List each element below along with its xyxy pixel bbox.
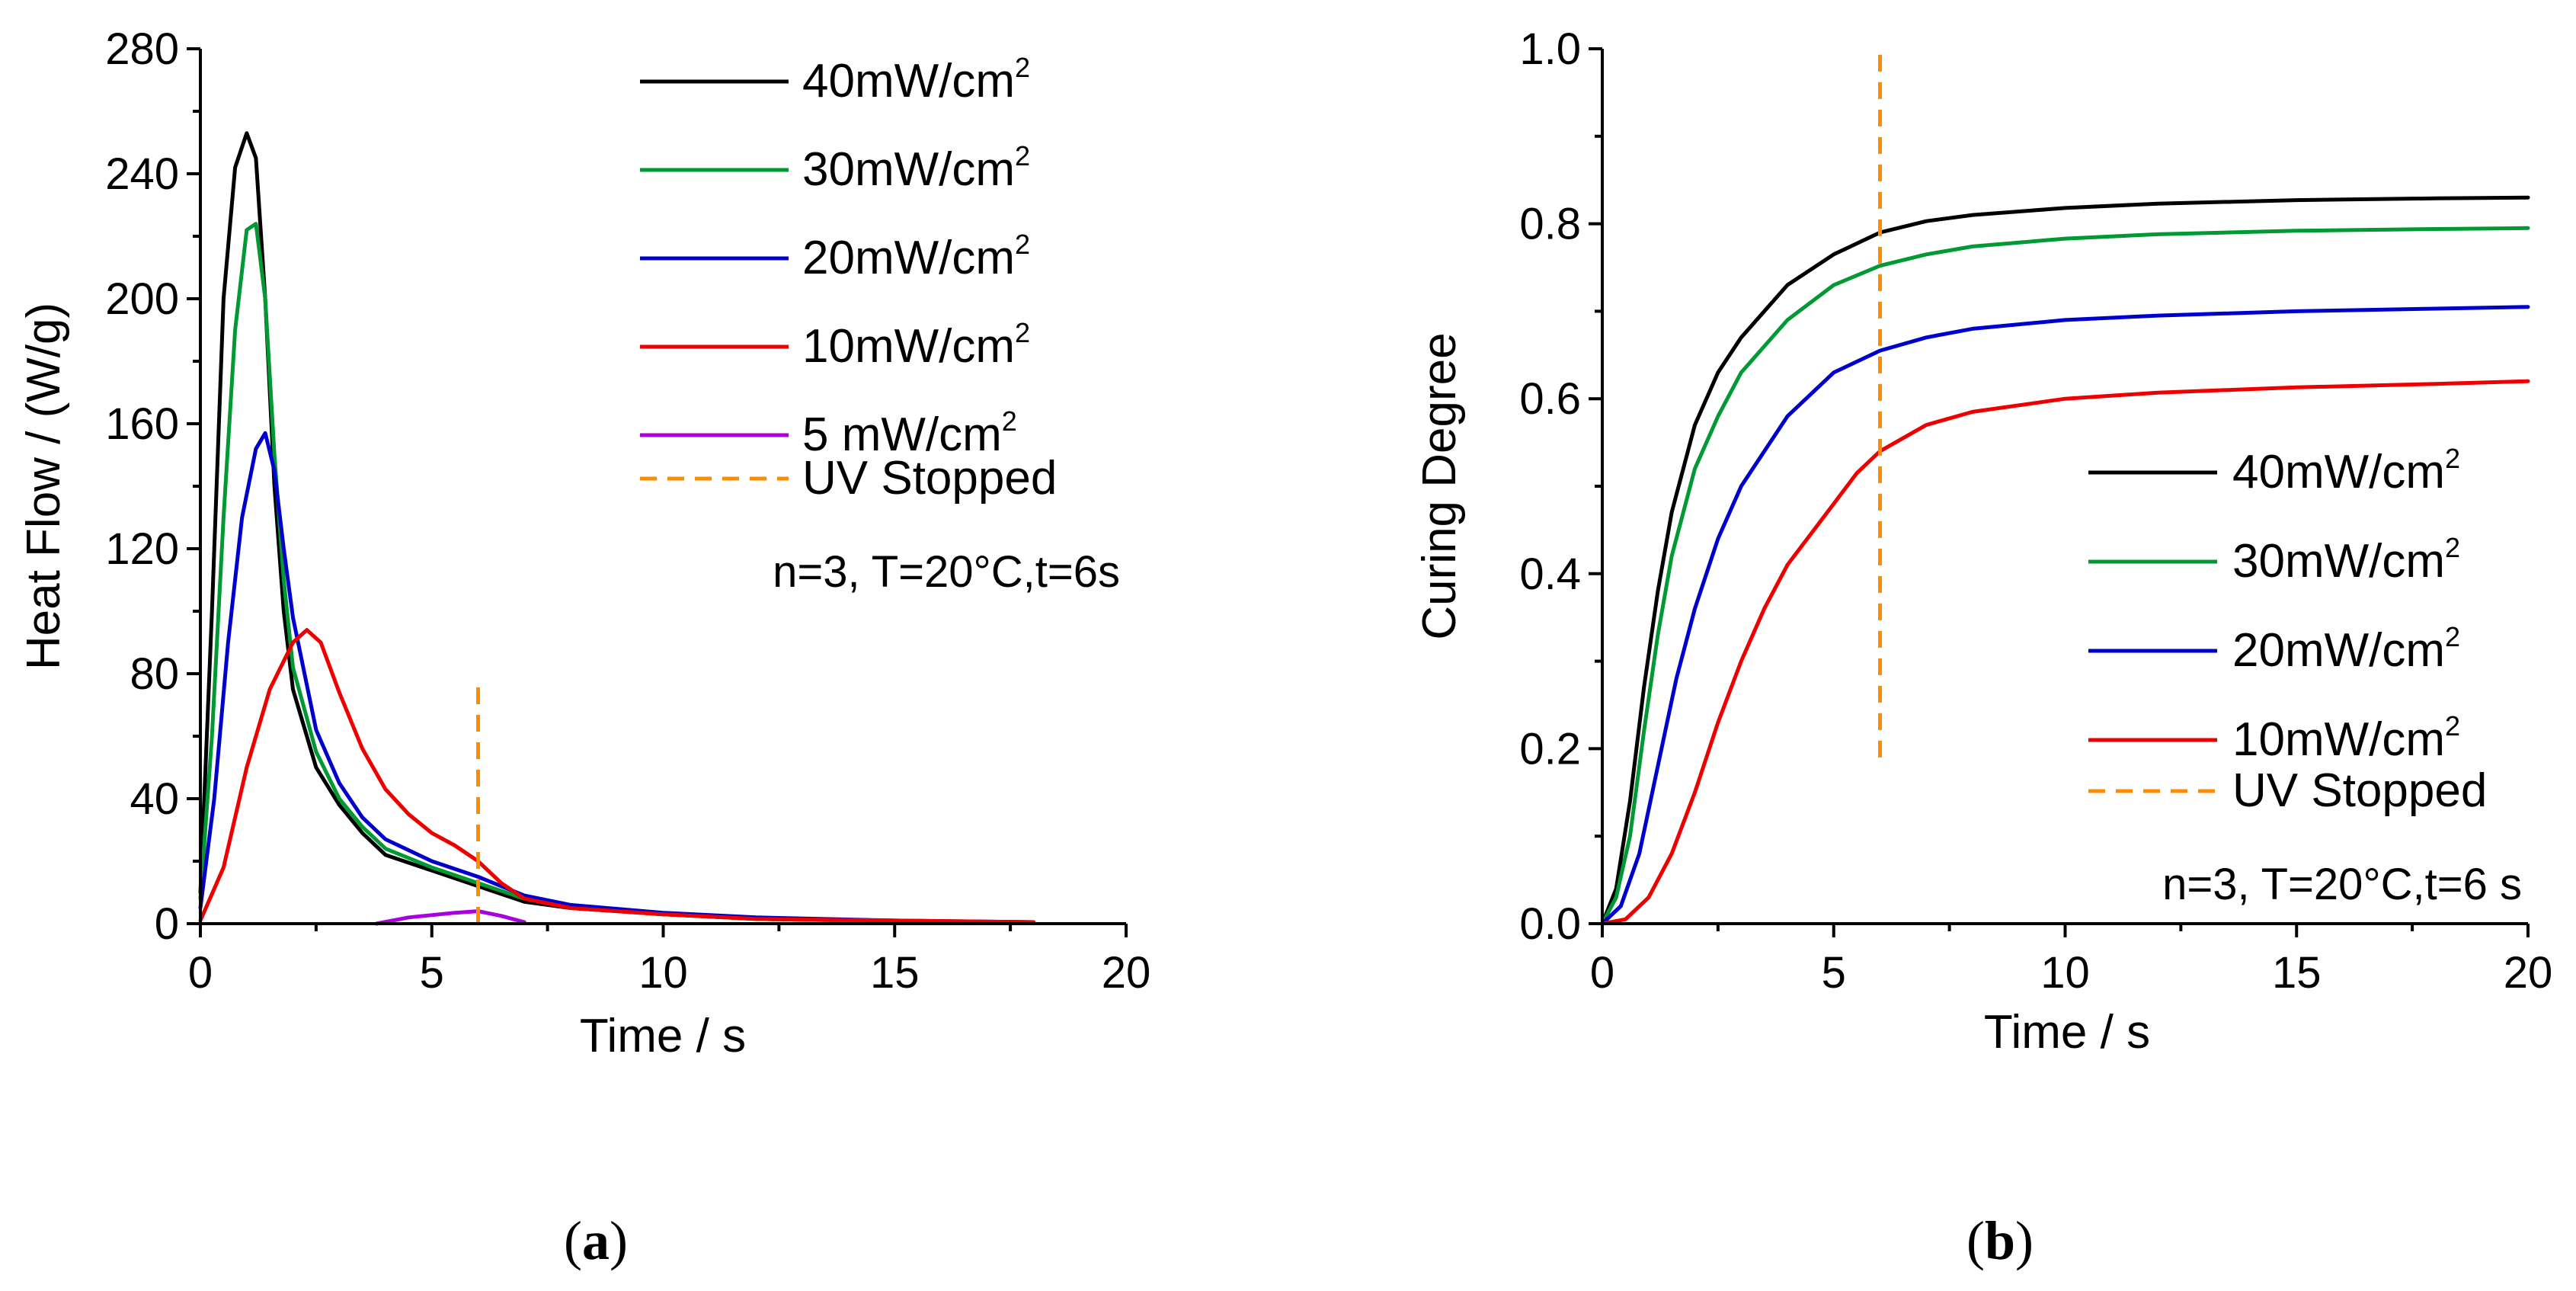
x-tick-label: 20 (1102, 948, 1151, 998)
y-tick-label: 40 (130, 774, 179, 824)
legend-label: 10mW/cm (802, 320, 1015, 373)
legend-entry-1: 40mW/cm2 (2232, 443, 2460, 498)
x-tick-label: 10 (638, 948, 688, 998)
legend-entry-2: 30mW/cm2 (2232, 532, 2460, 588)
x-tick-label: 10 (2040, 948, 2090, 998)
x-tick-label: 0 (188, 948, 213, 998)
legend-entry-2: 30mW/cm2 (802, 140, 1030, 196)
legend-entry-3: 20mW/cm2 (802, 229, 1030, 284)
panel-label-open: ( (564, 1210, 582, 1271)
series-line-4 (198, 628, 1035, 924)
legend-entry-4: 10mW/cm2 (2232, 710, 2460, 766)
panel-label-letter: a (582, 1210, 610, 1271)
legend-superscript: 2 (1015, 52, 1030, 83)
y-tick-label: 240 (105, 149, 179, 199)
legend-superscript: 2 (1015, 140, 1030, 171)
legend-superscript: 2 (1015, 229, 1030, 260)
legend-entry-uv: UV Stopped (802, 452, 1057, 505)
legend-label: 20mW/cm (2232, 624, 2445, 677)
legend-label: 30mW/cm (802, 143, 1015, 196)
legend-superscript: 2 (2445, 443, 2460, 474)
panel-label-close: ) (2015, 1210, 2034, 1271)
y-tick-label: 120 (105, 524, 179, 574)
y-tick-label: 160 (105, 399, 179, 449)
y-tick-label: 0.0 (1519, 899, 1581, 949)
y-tick-label: 0.8 (1519, 200, 1581, 249)
x-tick-label: 20 (2504, 948, 2553, 998)
legend-label: 40mW/cm (2232, 446, 2445, 498)
panel-label-letter: b (1985, 1210, 2015, 1271)
legend-label: 5 mW/cm (802, 408, 1002, 461)
legend-superscript: 2 (2445, 532, 2460, 563)
y-tick-label: 0.4 (1519, 549, 1581, 599)
y-tick-label: 80 (130, 649, 179, 699)
y-axis-title: Heat Flow / (W/g) (18, 303, 70, 670)
series-line-3 (198, 431, 1035, 924)
legend-label: 20mW/cm (802, 232, 1015, 284)
x-tick-label: 5 (420, 948, 444, 998)
series-line-5 (374, 909, 526, 926)
y-tick-label: 0.6 (1519, 374, 1581, 424)
legend-entry-3: 20mW/cm2 (2232, 621, 2460, 677)
legend-superscript: 2 (1002, 405, 1017, 437)
panel-label: (b) (1966, 1210, 2034, 1271)
y-tick-label: 1.0 (1519, 24, 1581, 74)
series-line-1 (1600, 195, 2530, 926)
legend-label: 10mW/cm (2232, 713, 2445, 766)
x-tick-label: 15 (2272, 948, 2322, 998)
series-line-4 (1600, 379, 2530, 926)
legend-entry-5: 5 mW/cm2 (802, 405, 1017, 461)
x-tick-label: 0 (1590, 948, 1614, 998)
conditions-annotation: n=3, T=20°C,t=6s (773, 547, 1120, 597)
y-tick-label: 0 (155, 899, 179, 949)
legend-superscript: 2 (1015, 317, 1030, 348)
x-tick-label: 5 (1822, 948, 1846, 998)
legend-entry-uv: UV Stopped (2232, 764, 2487, 817)
legend-entry-4: 10mW/cm2 (802, 317, 1030, 373)
x-tick-label: 15 (870, 948, 920, 998)
legend-label: 30mW/cm (2232, 535, 2445, 588)
x-axis-title: Time / s (1984, 1006, 2150, 1059)
panel-label: (a) (564, 1210, 628, 1271)
panel-label-close: ) (610, 1210, 628, 1271)
x-axis-title: Time / s (580, 1010, 746, 1062)
y-tick-label: 0.2 (1519, 724, 1581, 774)
conditions-annotation: n=3, T=20°C,t=6 s (2162, 860, 2522, 909)
series-line-3 (1600, 305, 2530, 926)
y-axis-title: Curing Degree (1413, 332, 1466, 639)
series-line-2 (1600, 226, 2530, 926)
legend-superscript: 2 (2445, 710, 2460, 742)
legend-superscript: 2 (2445, 621, 2460, 652)
panel-label-open: ( (1966, 1210, 1985, 1271)
legend-label: 40mW/cm (802, 55, 1015, 107)
y-tick-label: 200 (105, 274, 179, 324)
legend-entry-1: 40mW/cm2 (802, 52, 1030, 107)
chart-panel-b: 0 5 10 15 20 0.0 0.2 0.4 0.6 0.8 1.0 Time / s Curing… (1413, 24, 2552, 1271)
y-tick-label: 280 (105, 24, 179, 74)
